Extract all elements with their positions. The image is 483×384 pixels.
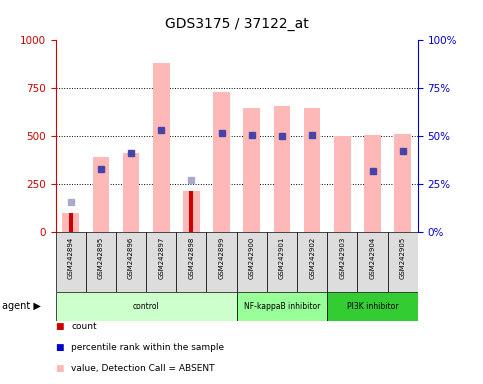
Text: control: control bbox=[133, 302, 159, 311]
Text: ■: ■ bbox=[56, 343, 64, 352]
Bar bbox=[327, 232, 357, 292]
Text: GSM242897: GSM242897 bbox=[158, 237, 164, 279]
Text: ■: ■ bbox=[56, 364, 64, 373]
Bar bbox=[62, 213, 79, 232]
Bar bbox=[176, 232, 207, 292]
Bar bbox=[388, 232, 418, 292]
Text: GSM242894: GSM242894 bbox=[68, 237, 73, 279]
Bar bbox=[274, 106, 290, 232]
Text: GSM242895: GSM242895 bbox=[98, 237, 104, 279]
Bar bbox=[327, 292, 418, 321]
Bar bbox=[146, 232, 176, 292]
Bar bbox=[69, 213, 73, 232]
Bar bbox=[213, 92, 230, 232]
Text: GSM242905: GSM242905 bbox=[400, 237, 406, 279]
Bar bbox=[357, 232, 388, 292]
Bar bbox=[116, 232, 146, 292]
Text: GSM242900: GSM242900 bbox=[249, 237, 255, 279]
Text: GSM242898: GSM242898 bbox=[188, 237, 194, 279]
Bar bbox=[56, 232, 86, 292]
Bar bbox=[123, 152, 139, 232]
Bar bbox=[334, 136, 351, 232]
Text: count: count bbox=[71, 322, 97, 331]
Bar bbox=[243, 108, 260, 232]
Text: GSM242896: GSM242896 bbox=[128, 237, 134, 279]
Bar bbox=[153, 63, 170, 232]
Bar bbox=[297, 232, 327, 292]
Text: PI3K inhibitor: PI3K inhibitor bbox=[347, 302, 398, 311]
Text: GSM242901: GSM242901 bbox=[279, 237, 285, 279]
Bar bbox=[86, 232, 116, 292]
Bar bbox=[395, 134, 411, 232]
Bar bbox=[237, 292, 327, 321]
Bar bbox=[189, 191, 194, 232]
Text: GSM242899: GSM242899 bbox=[219, 237, 225, 279]
Text: GSM242903: GSM242903 bbox=[340, 237, 345, 279]
Bar bbox=[237, 232, 267, 292]
Text: GSM242904: GSM242904 bbox=[369, 237, 375, 279]
Bar bbox=[93, 157, 109, 232]
Text: agent ▶: agent ▶ bbox=[2, 301, 41, 311]
Text: ■: ■ bbox=[56, 322, 64, 331]
Text: GSM242902: GSM242902 bbox=[309, 237, 315, 279]
Bar bbox=[207, 232, 237, 292]
Text: NF-kappaB inhibitor: NF-kappaB inhibitor bbox=[244, 302, 320, 311]
Bar bbox=[304, 108, 320, 232]
Bar bbox=[56, 292, 237, 321]
Bar bbox=[183, 191, 199, 232]
Text: value, Detection Call = ABSENT: value, Detection Call = ABSENT bbox=[71, 364, 215, 373]
Bar bbox=[364, 136, 381, 232]
Text: GDS3175 / 37122_at: GDS3175 / 37122_at bbox=[165, 17, 309, 31]
Text: percentile rank within the sample: percentile rank within the sample bbox=[71, 343, 225, 352]
Bar bbox=[267, 232, 297, 292]
